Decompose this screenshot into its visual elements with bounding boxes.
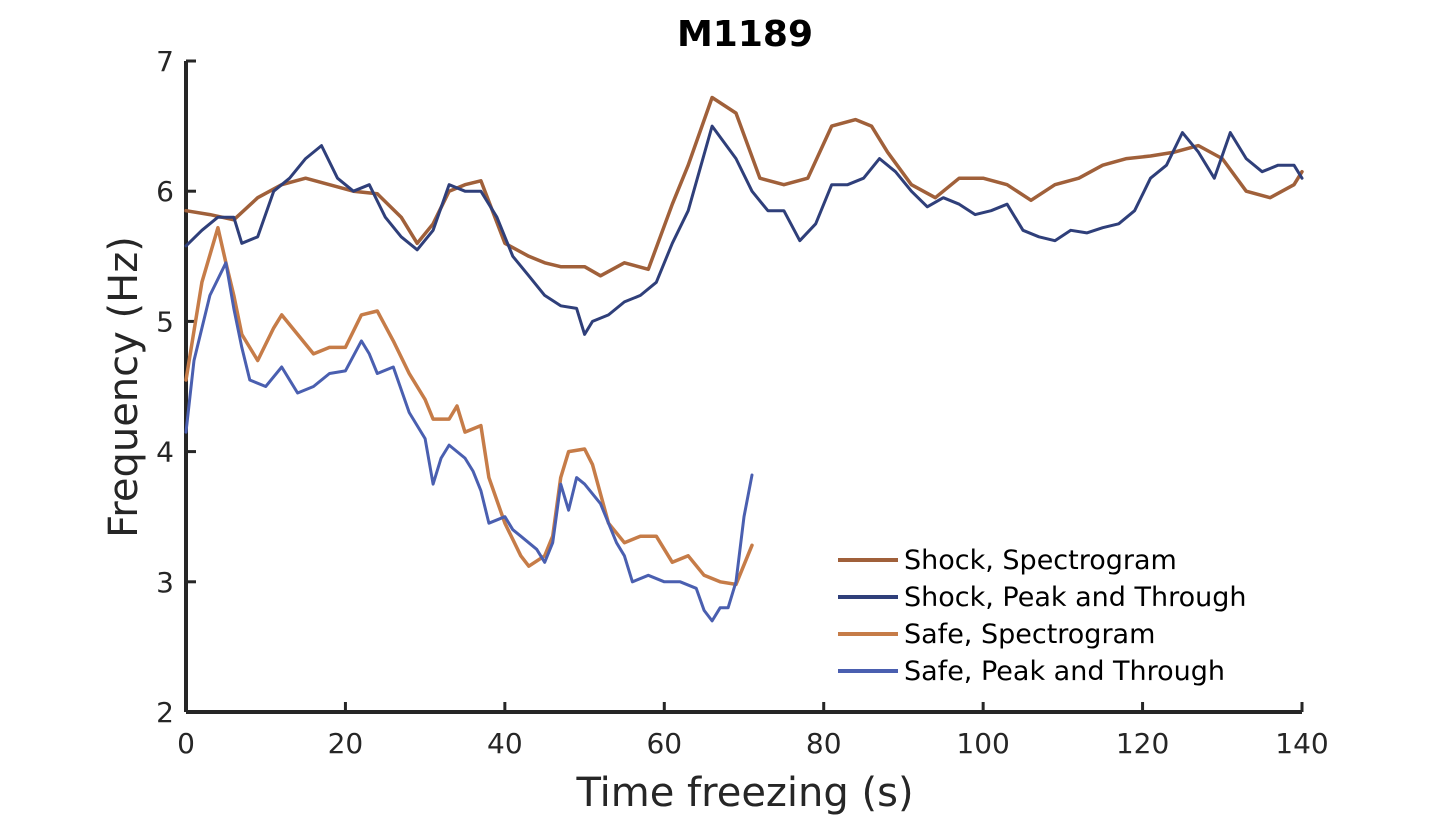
x-tick-label: 120 xyxy=(1116,727,1169,760)
series-line-3 xyxy=(184,225,754,587)
y-tick-label: 2 xyxy=(156,696,174,729)
x-tick-label: 80 xyxy=(806,727,842,760)
legend-label: Safe, Peak and Through xyxy=(904,656,1225,687)
x-ticks: 0 20 40 60 80 100 120 140 xyxy=(177,702,1329,760)
plot-area xyxy=(184,95,1304,623)
x-axis-label: Time freezing (s) xyxy=(575,770,913,816)
x-tick-label: 0 xyxy=(177,727,195,760)
legend-label: Shock, Peak and Through xyxy=(904,582,1246,613)
x-tick-label: 60 xyxy=(646,727,682,760)
x-tick-label: 20 xyxy=(328,727,364,760)
y-tick-label: 3 xyxy=(156,566,174,599)
y-tick-label: 5 xyxy=(156,305,174,338)
y-tick-label: 7 xyxy=(156,45,174,78)
legend-label: Safe, Spectrogram xyxy=(904,619,1155,650)
legend: Shock, Spectrogram Shock, Peak and Throug… xyxy=(838,545,1246,687)
y-ticks: 2 3 4 5 6 7 xyxy=(156,45,196,729)
legend-label: Shock, Spectrogram xyxy=(904,545,1177,576)
series-line-1 xyxy=(184,95,1304,278)
x-tick-label: 40 xyxy=(487,727,523,760)
x-tick-label: 100 xyxy=(956,727,1009,760)
y-tick-label: 6 xyxy=(156,175,174,208)
series-line-4 xyxy=(184,261,754,623)
series-line-2 xyxy=(184,124,1304,336)
x-tick-label: 140 xyxy=(1275,727,1328,760)
y-tick-label: 4 xyxy=(156,436,174,469)
y-axis-label: Frequency (Hz) xyxy=(101,236,147,538)
chart-title: M1189 xyxy=(677,14,813,55)
axes: 0 20 40 60 80 100 120 140 2 3 4 5 6 7 xyxy=(156,45,1329,760)
